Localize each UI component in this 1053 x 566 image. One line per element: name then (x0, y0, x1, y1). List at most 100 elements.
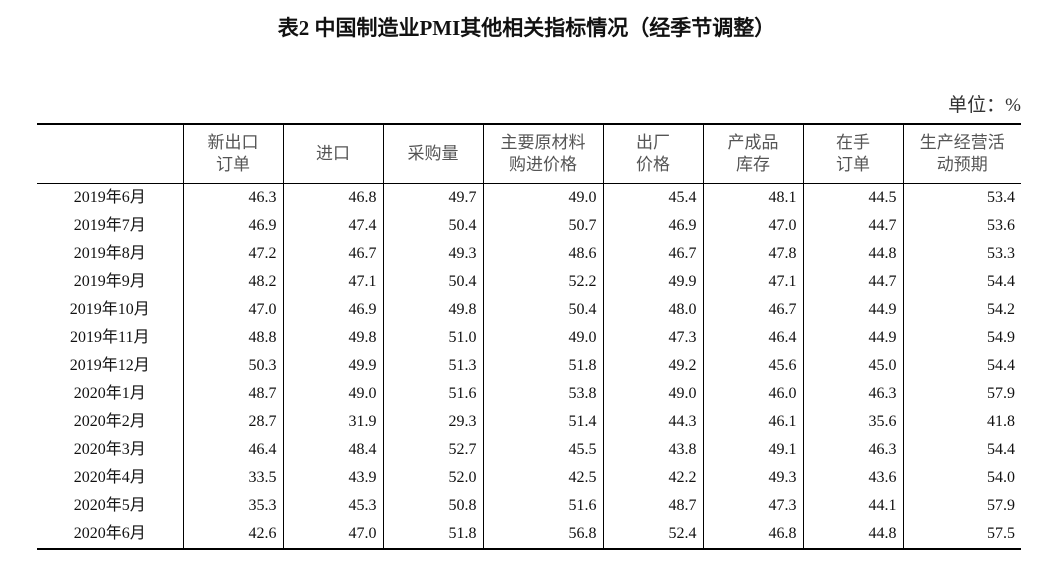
value-cell: 47.0 (282, 520, 383, 549)
value-cell: 52.7 (382, 436, 483, 464)
value-cell: 54.0 (902, 464, 1021, 492)
value-cell: 47.1 (282, 268, 383, 296)
value-cell: 45.6 (702, 352, 803, 380)
value-cell: 28.7 (182, 408, 283, 436)
header-line: 在手 (836, 133, 870, 152)
value-cell: 54.9 (902, 324, 1021, 352)
value-cell: 49.0 (602, 380, 703, 408)
value-cell: 45.0 (802, 352, 903, 380)
value-cell: 51.8 (382, 520, 483, 549)
value-cell: 47.3 (602, 324, 703, 352)
value-cell: 46.7 (602, 240, 703, 268)
value-cell: 49.8 (282, 324, 383, 352)
value-cell: 45.5 (482, 436, 603, 464)
header-line: 价格 (636, 155, 670, 174)
value-cell: 51.0 (382, 324, 483, 352)
value-cell: 48.2 (182, 268, 283, 296)
table-row: 2020年6月 42.6 47.0 51.8 56.8 52.4 46.8 44.8 57.5 (37, 520, 1021, 549)
header-line: 购进价格 (509, 155, 577, 174)
data-table: 新出口 订单 进口 采购量 主要原材料 购进价格 出厂 价格 产成品 库存 在手 订单 生产经营活 动预期… (37, 123, 1021, 550)
value-cell: 49.9 (282, 352, 383, 380)
value-cell: 49.9 (602, 268, 703, 296)
header-cell: 进口 (282, 124, 383, 184)
title: 表2 中国制造业PMI其他相关指标情况（经季节调整） (277, 16, 776, 40)
value-cell: 48.0 (602, 296, 703, 324)
value-cell: 48.7 (182, 380, 283, 408)
value-cell: 50.4 (382, 268, 483, 296)
value-cell: 48.7 (602, 492, 703, 520)
header-line: 采购量 (407, 144, 459, 163)
value-cell: 46.9 (282, 296, 383, 324)
value-cell: 54.4 (902, 436, 1021, 464)
value-cell: 49.3 (382, 240, 483, 268)
value-cell: 46.3 (802, 380, 903, 408)
header-cell: 产成品 库存 (702, 124, 803, 184)
value-cell: 46.4 (702, 324, 803, 352)
value-cell: 54.4 (902, 352, 1021, 380)
value-cell: 42.6 (182, 520, 283, 549)
value-cell: 54.4 (902, 268, 1021, 296)
table-row: 2020年2月 28.7 31.9 29.3 51.4 44.3 46.1 35.6 41.8 (37, 408, 1021, 436)
row-label: 2019年8月 (73, 245, 146, 262)
value-cell: 46.4 (182, 436, 283, 464)
table-row: 2019年9月 48.2 47.1 50.4 52.2 49.9 47.1 44.7 54.4 (37, 268, 1021, 296)
value-cell: 45.4 (602, 183, 703, 212)
table-row: 2020年4月 33.5 43.9 52.0 42.5 42.2 49.3 43.6 54.0 (37, 464, 1021, 492)
value-cell: 43.6 (802, 464, 903, 492)
header-line: 出厂 (636, 133, 670, 152)
header-cell: 出厂 价格 (602, 124, 703, 184)
value-cell: 49.8 (382, 296, 483, 324)
value-cell: 51.8 (482, 352, 603, 380)
row-label: 2020年4月 (73, 469, 146, 486)
value-cell: 49.3 (702, 464, 803, 492)
value-cell: 33.5 (182, 464, 283, 492)
value-cell: 53.6 (902, 212, 1021, 240)
row-label: 2020年2月 (73, 413, 146, 430)
unit-label: 单位：% (948, 95, 1021, 116)
value-cell: 48.6 (482, 240, 603, 268)
header-cell: 生产经营活 动预期 (902, 124, 1021, 184)
row-label: 2019年11月 (70, 329, 150, 346)
value-cell: 46.7 (282, 240, 383, 268)
value-cell: 51.6 (482, 492, 603, 520)
value-cell: 51.3 (382, 352, 483, 380)
value-cell: 54.2 (902, 296, 1021, 324)
value-cell: 49.0 (482, 183, 603, 212)
row-label: 2020年3月 (73, 441, 146, 458)
value-cell: 46.8 (702, 520, 803, 549)
value-cell: 50.3 (182, 352, 283, 380)
row-label: 2019年10月 (69, 301, 150, 318)
value-cell: 47.3 (702, 492, 803, 520)
table-row: 2019年11月 48.8 49.8 51.0 49.0 47.3 46.4 44.9 54.9 (37, 324, 1021, 352)
value-cell: 50.8 (382, 492, 483, 520)
value-cell: 50.7 (482, 212, 603, 240)
value-cell: 44.3 (602, 408, 703, 436)
value-cell: 45.3 (282, 492, 383, 520)
value-cell: 49.2 (602, 352, 703, 380)
header-cell: 主要原材料 购进价格 (482, 124, 603, 184)
table-row: 2020年3月 46.4 48.4 52.7 45.5 43.8 49.1 46.3 54.4 (37, 436, 1021, 464)
header-line: 订单 (836, 155, 870, 174)
header-line: 生产经营活 (919, 133, 1005, 152)
header-line: 新出口 (207, 133, 259, 152)
value-cell: 49.1 (702, 436, 803, 464)
value-cell: 52.4 (602, 520, 703, 549)
row-label: 2020年6月 (73, 525, 146, 542)
value-cell: 56.8 (482, 520, 603, 549)
value-cell: 47.8 (702, 240, 803, 268)
table-row: 2019年6月 46.3 46.8 49.7 49.0 45.4 48.1 44.5 53.4 (37, 183, 1021, 212)
table-body: 2019年6月 46.3 46.8 49.7 49.0 45.4 48.1 44.5 53.4 2… (37, 183, 1021, 549)
value-cell: 42.2 (602, 464, 703, 492)
row-label: 2019年7月 (73, 217, 146, 234)
value-cell: 57.5 (902, 520, 1021, 549)
value-cell: 44.8 (802, 240, 903, 268)
value-cell: 43.8 (602, 436, 703, 464)
table-row: 2019年12月 50.3 49.9 51.3 51.8 49.2 45.6 45.0 54.4 (37, 352, 1021, 380)
value-cell: 31.9 (282, 408, 383, 436)
table-row: 2019年10月 47.0 46.9 49.8 50.4 48.0 46.7 44.9 54.2 (37, 296, 1021, 324)
table-row: 2020年1月 48.7 49.0 51.6 53.8 49.0 46.0 46.3 57.9 (37, 380, 1021, 408)
header-cell: 采购量 (382, 124, 483, 184)
value-cell: 48.8 (182, 324, 283, 352)
value-cell: 46.7 (702, 296, 803, 324)
